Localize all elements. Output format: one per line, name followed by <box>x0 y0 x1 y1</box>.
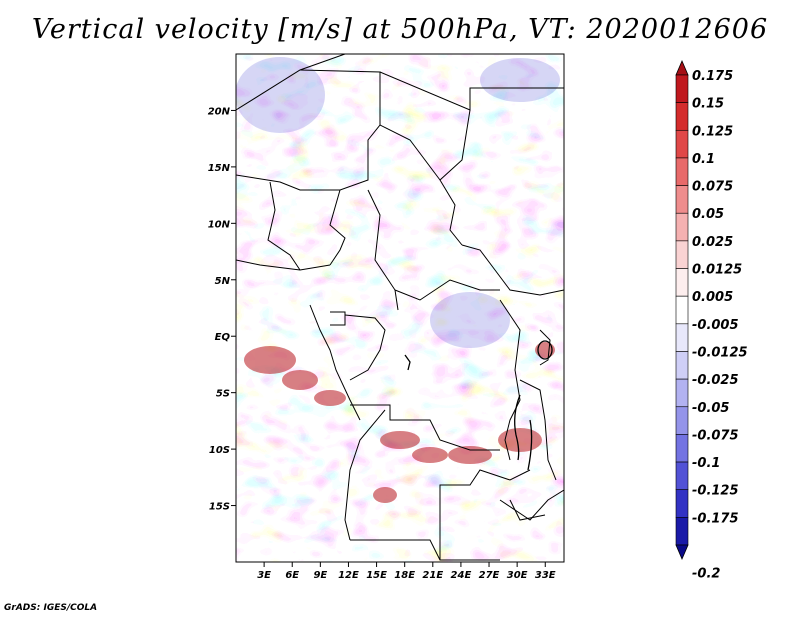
colorbar-label: 0.1 <box>692 152 715 167</box>
colorbar-bottom-arrow <box>675 544 689 561</box>
map-frame <box>235 53 565 563</box>
colorbar-swatch <box>675 461 689 491</box>
y-tick-label: EQ <box>215 332 231 343</box>
colorbar-swatch <box>675 102 689 131</box>
colorbar-label: 0.0125 <box>692 263 742 278</box>
colorbar-label: 0.05 <box>692 207 724 222</box>
colorbar-swatch <box>675 323 689 352</box>
x-tick-label: 9E <box>313 570 327 581</box>
y-tick-label: 10N <box>208 219 231 230</box>
lakes <box>404 340 553 471</box>
colorbar-swatch <box>675 240 689 269</box>
colorbar-swatch <box>675 351 689 380</box>
x-tick-label: 15E <box>366 570 387 581</box>
colorbar-swatch <box>675 406 689 435</box>
vertical-velocity-field <box>236 54 564 562</box>
colorbar-swatch <box>675 74 689 103</box>
colorbar-label: -0.175 <box>692 511 739 526</box>
x-tick-label: 33E <box>535 570 556 581</box>
y-tick-label: 20N <box>208 106 231 117</box>
y-tick-label: 15S <box>209 502 230 513</box>
colorbar-label: 0.175 <box>692 69 733 84</box>
colorbar-swatch <box>675 378 689 408</box>
colorbar-top-arrow <box>675 59 689 76</box>
y-tick-label: 5S <box>216 389 230 400</box>
colorbar-swatch <box>675 295 689 325</box>
colorbar-label: -0.1 <box>692 456 720 471</box>
colorbar-label: 0.15 <box>692 97 724 112</box>
colorbar-label: -0.0125 <box>692 345 748 360</box>
colorbar-label: 0.125 <box>692 124 733 139</box>
x-tick-label: 27E <box>479 570 500 581</box>
colorbar-swatch <box>675 517 689 546</box>
y-tick-label: 15N <box>208 163 231 174</box>
colorbar-label: 0.005 <box>692 290 733 305</box>
x-tick-label: 21E <box>422 570 443 581</box>
colorbar-swatch <box>675 185 689 214</box>
y-tick-label: 10S <box>209 445 230 456</box>
x-tick-label: 24E <box>451 570 472 581</box>
y-tick-label: 5N <box>215 276 231 287</box>
axis-ticks: 3E 6E 9E 12E 15E 18E 21E 24E 27E 30E 33E 20N 15N 10N 5… <box>208 106 556 581</box>
colorbar-swatch <box>675 489 689 518</box>
colorbar-label: -0.005 <box>692 318 739 333</box>
x-tick-label: 18E <box>394 570 415 581</box>
chart-title: Vertical velocity [m/s] at 500hPa, VT: 2… <box>31 14 769 45</box>
colorbar-swatch <box>675 129 689 159</box>
x-tick-label: 30E <box>507 570 528 581</box>
colorbar-swatch <box>675 434 689 463</box>
x-tick-label: 3E <box>257 570 271 581</box>
x-tick-label: 6E <box>285 570 299 581</box>
colorbar-label: -0.05 <box>692 401 729 416</box>
colorbar-label: 0.025 <box>692 235 733 250</box>
colorbar-swatch <box>675 212 689 242</box>
colorbar-label: 0.075 <box>692 180 733 195</box>
colorbar-label: -0.025 <box>692 373 739 388</box>
x-tick-label: 12E <box>338 570 359 581</box>
colorbar-swatch <box>675 157 689 186</box>
country-borders <box>236 54 564 561</box>
colorbar-label: -0.075 <box>692 428 739 443</box>
colorbar-label: -0.125 <box>692 484 739 499</box>
colorbar: 0.175 0.15 0.125 0.1 0.075 0.05 0.025 0.0125 0.0… <box>675 59 748 582</box>
grads-credit: GrADS: IGES/COLA <box>4 603 98 613</box>
colorbar-label: -0.2 <box>692 567 720 582</box>
colorbar-swatch <box>675 268 689 297</box>
